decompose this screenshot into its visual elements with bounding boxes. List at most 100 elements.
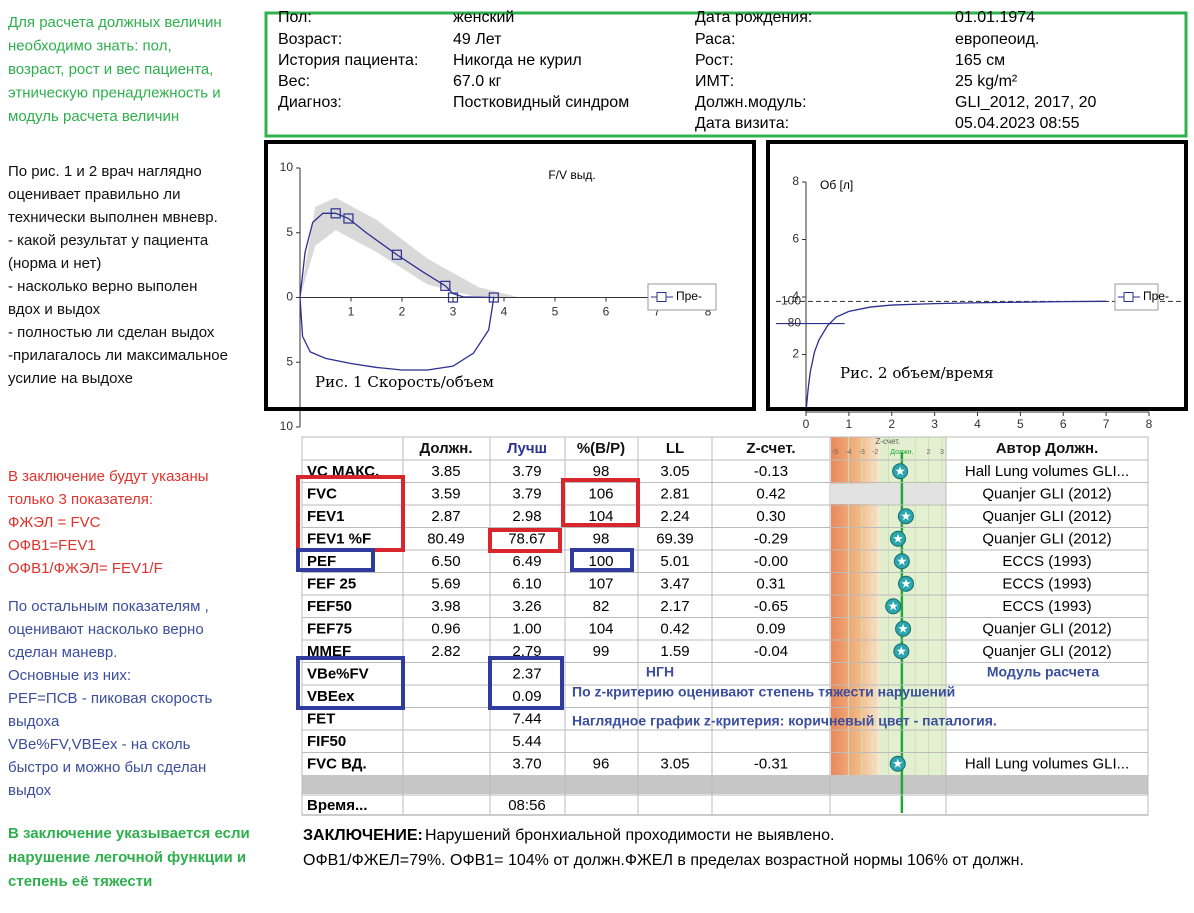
cell: 98 <box>593 463 610 480</box>
reference-band <box>300 197 520 298</box>
cell: 80.49 <box>427 531 465 548</box>
x-tick-label: 2 <box>399 305 406 319</box>
cell: ECCS (1993) <box>1002 553 1091 570</box>
row-name: VBEex <box>307 688 355 705</box>
cell: 3.47 <box>660 576 689 593</box>
cell: 6.49 <box>512 553 541 570</box>
cell: Quanjer GLI (2012) <box>982 531 1111 548</box>
cell: 0.09 <box>756 621 785 638</box>
cell: 104 <box>588 508 613 525</box>
series-line <box>299 212 495 371</box>
y-axis-label: Об [л] <box>820 178 853 192</box>
x-tick-label: 7 <box>1103 417 1110 431</box>
annotation-line: сделан маневр. <box>8 644 117 661</box>
table-note: По z-критерию оценивают степень тяжести … <box>572 684 955 700</box>
cell: 106 <box>588 486 613 503</box>
annotation-line: возраст, рост и вес пациента, <box>8 61 213 78</box>
marker-star <box>901 511 911 521</box>
data-marker <box>488 292 499 303</box>
cell: 3.26 <box>512 598 541 615</box>
highlight-box <box>570 548 634 572</box>
annotation-line: Основные из них: <box>8 667 131 684</box>
data-marker <box>447 292 459 303</box>
legend-label: Пре- <box>1143 289 1169 303</box>
field-value: GLI_2012, 2017, 20 <box>955 94 1097 111</box>
marker-star <box>896 646 907 656</box>
cell: 82 <box>593 598 610 615</box>
series-line <box>805 300 1107 413</box>
annotation-line: нарушение легочной функции и <box>8 849 246 866</box>
data-marker <box>391 249 402 260</box>
chart-caption: Рис. 1 Скорость/объем <box>315 373 494 391</box>
cell: Quanjer GLI (2012) <box>982 486 1111 503</box>
chart: 0 1 2 3 4 5 6 7 8 2 4 6 8 80 100 Об [л] Пре- Рис. 2 объем… <box>766 140 1188 431</box>
x-tick-label: 4 <box>501 305 508 319</box>
cell: 5.44 <box>512 733 541 750</box>
data-marker <box>440 280 451 291</box>
field-label: Дата визита: <box>695 115 789 132</box>
field-value: Никогда не курил <box>453 52 582 69</box>
cell: 0.96 <box>431 621 460 638</box>
cell: 104 <box>588 621 613 638</box>
y-tick-label: 0 <box>286 290 293 304</box>
row-name: VBe%FV <box>307 666 369 683</box>
cell: 1.59 <box>660 643 689 660</box>
cell: Quanjer GLI (2012) <box>982 621 1111 638</box>
x-tick-label: 5 <box>1017 417 1024 431</box>
z-cell-na <box>831 483 946 504</box>
cell: 6.50 <box>431 553 460 570</box>
field-label: Возраст: <box>278 31 342 48</box>
row-name: FEV1 %F <box>307 531 371 548</box>
field-value: 01.01.1974 <box>955 9 1035 26</box>
table-note: Наглядное график z-критерия: коричневый … <box>572 713 997 729</box>
field-label: ИМТ: <box>695 73 734 90</box>
field-label: Вес: <box>278 73 310 90</box>
annotation-line: -прилагалось ли максимальное <box>8 347 228 364</box>
conclusion-text: ОФВ1/ФЖЕЛ=79%. ОФВ1= 104% от должн.ФЖЕЛ … <box>303 852 1024 869</box>
y-tick-label: 6 <box>792 232 799 246</box>
y-tick-label: 10 <box>280 419 294 433</box>
annotation-line: быстро и можно был сделан <box>8 759 206 776</box>
marker-star <box>897 556 907 566</box>
cell: 107 <box>588 576 613 593</box>
x-tick-label: 4 <box>974 417 981 431</box>
cell: 3.79 <box>512 463 541 480</box>
field-value: 25 kg/m² <box>955 73 1018 90</box>
annotation-line: По остальным показателям , <box>8 598 209 615</box>
cell: 2.79 <box>512 643 541 660</box>
chart-title: F/V выд. <box>548 168 595 182</box>
annotation-line: необходимо знать: пол, <box>8 37 172 54</box>
cell: 0.42 <box>660 621 689 638</box>
chart: 1 2 3 4 5 6 7 8 10 5 0 5 10 F/V выд. Пре- Рис. 1 Скорос… <box>264 140 756 433</box>
x-tick-label: 1 <box>348 305 355 319</box>
marker-star <box>893 533 903 543</box>
z-scale-ref: Должн. <box>890 449 913 456</box>
y-tick-label: 5 <box>286 225 293 239</box>
cell: -0.29 <box>754 531 788 548</box>
cell: 3.79 <box>512 486 541 503</box>
z-scale-title: Z-счет. <box>875 437 900 446</box>
row-name: FET <box>307 711 335 728</box>
results-table: Должн. Лучш %(В/Р) LL Z-счет. Автор Должн. Z-с… <box>296 436 1149 816</box>
annotation-line: ОФВ1/ФЖЭЛ= FEV1/F <box>8 560 163 577</box>
field-label: Пол: <box>278 9 312 26</box>
chart-caption: Рис. 2 объем/время <box>840 364 994 382</box>
highlight-box <box>296 548 375 572</box>
x-tick-label: 3 <box>931 417 938 431</box>
annotation-line: ФЖЭЛ = FVC <box>8 514 101 531</box>
y-tick-label: 2 <box>792 347 799 361</box>
x-tick-label: 7 <box>654 305 661 319</box>
cell: 7.44 <box>512 711 541 728</box>
row-name: FIF50 <box>307 733 346 750</box>
cell: 0.42 <box>756 486 785 503</box>
table-note: НГН <box>646 664 674 680</box>
column-header: %(В/Р) <box>577 440 625 457</box>
field-label: Раса: <box>695 31 735 48</box>
column-header: Z-счет. <box>746 440 795 457</box>
cell: 3.85 <box>431 463 460 480</box>
annotation-line: модуль расчета величин <box>8 108 179 125</box>
marker-star <box>888 601 898 611</box>
annotation-line: - насколько верно выполен <box>8 278 197 295</box>
z-scale-tick: -3 <box>859 449 865 456</box>
annotation-line: выдоха <box>8 713 60 730</box>
